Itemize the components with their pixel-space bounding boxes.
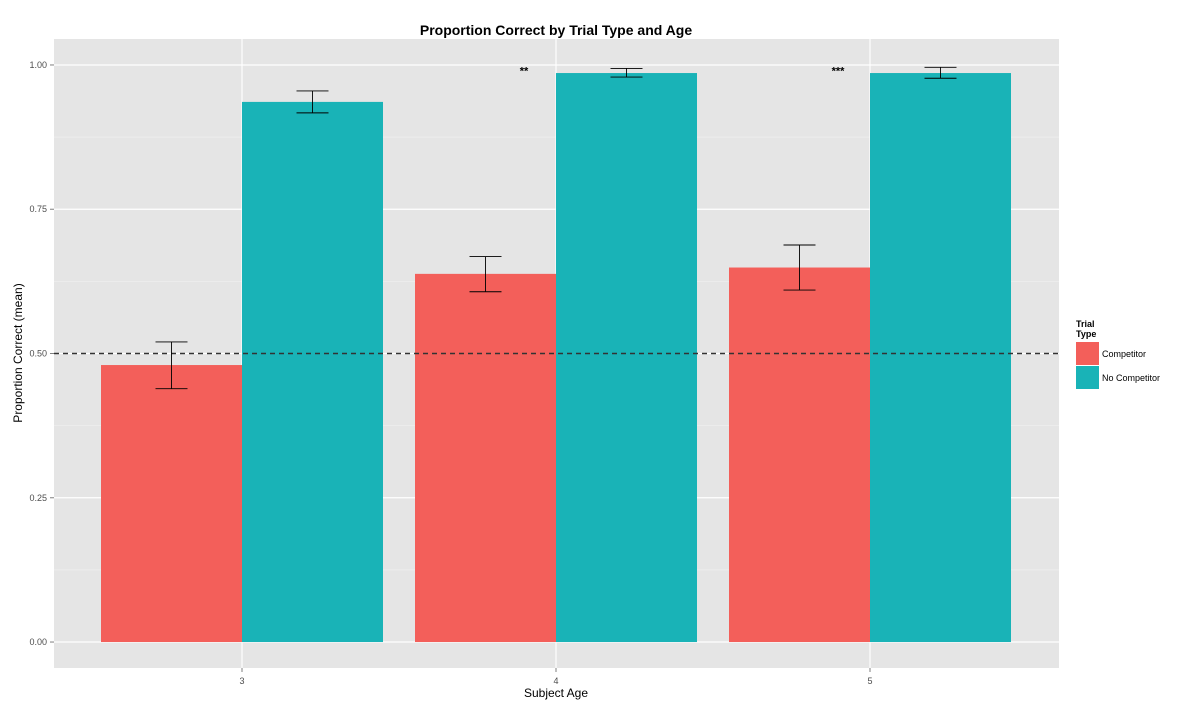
chart-title: Proportion Correct by Trial Type and Age bbox=[420, 22, 692, 38]
x-tick-label: 5 bbox=[867, 676, 872, 686]
x-tick-label: 3 bbox=[239, 676, 244, 686]
legend-key-no-competitor bbox=[1076, 366, 1099, 389]
legend-key-competitor bbox=[1076, 342, 1099, 365]
y-tick-label: 0.00 bbox=[29, 637, 47, 647]
error-bar-no-competitor-age-3 bbox=[296, 90, 329, 114]
error-bar-competitor-age-5 bbox=[783, 244, 816, 291]
legend-label: No Competitor bbox=[1102, 373, 1160, 383]
y-tick-label: 0.50 bbox=[29, 349, 47, 359]
significance-label: *** bbox=[832, 66, 846, 78]
y-axis-title: Proportion Correct (mean) bbox=[11, 283, 25, 422]
bar-competitor-age-4 bbox=[415, 273, 556, 643]
legend-title: Type bbox=[1076, 329, 1096, 339]
legend-title: Trial bbox=[1076, 319, 1095, 329]
y-tick-label: 1.00 bbox=[29, 60, 47, 70]
bar-no-competitor-age-4 bbox=[556, 73, 697, 643]
legend-label: Competitor bbox=[1102, 349, 1146, 359]
bar-no-competitor-age-3 bbox=[242, 101, 383, 643]
bars bbox=[101, 73, 1011, 643]
bar-competitor-age-3 bbox=[101, 365, 242, 643]
error-bars bbox=[155, 66, 957, 390]
error-bar-no-competitor-age-4 bbox=[610, 67, 643, 78]
y-tick-label: 0.25 bbox=[29, 493, 47, 503]
significance-label: ** bbox=[520, 66, 529, 78]
bar-competitor-age-5 bbox=[729, 267, 870, 643]
x-axis: 3 4 5 bbox=[239, 668, 873, 686]
bar-no-competitor-age-5 bbox=[870, 73, 1011, 643]
y-axis: 0.00 0.25 0.50 0.75 1.00 bbox=[29, 60, 54, 647]
x-axis-title: Subject Age bbox=[524, 686, 588, 700]
y-tick-label: 0.75 bbox=[29, 204, 47, 214]
significance-annotations: ** *** bbox=[520, 66, 845, 78]
error-bar-competitor-age-3 bbox=[155, 341, 188, 390]
error-bar-no-competitor-age-5 bbox=[924, 66, 957, 79]
error-bar-competitor-age-4 bbox=[469, 256, 502, 293]
x-tick-label: 4 bbox=[553, 676, 558, 686]
